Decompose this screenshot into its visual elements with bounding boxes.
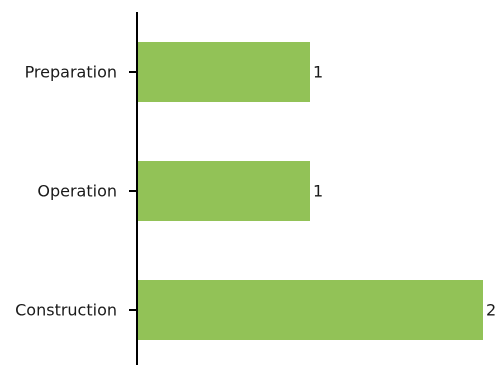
tick-label-preparation: Preparation	[25, 63, 117, 82]
tick-label-operation: Operation	[37, 182, 117, 201]
y-ticks-group: Preparation Operation Construction	[15, 63, 137, 320]
bar-operation	[138, 161, 310, 221]
bars-group	[138, 42, 483, 340]
bar-preparation	[138, 42, 310, 102]
data-label-construction: 2	[486, 301, 496, 320]
tick-label-construction: Construction	[15, 301, 117, 320]
data-label-operation: 1	[313, 182, 323, 201]
data-label-preparation: 1	[313, 63, 323, 82]
data-labels-group: 1 1 2	[313, 63, 496, 320]
bar-construction	[138, 280, 483, 340]
